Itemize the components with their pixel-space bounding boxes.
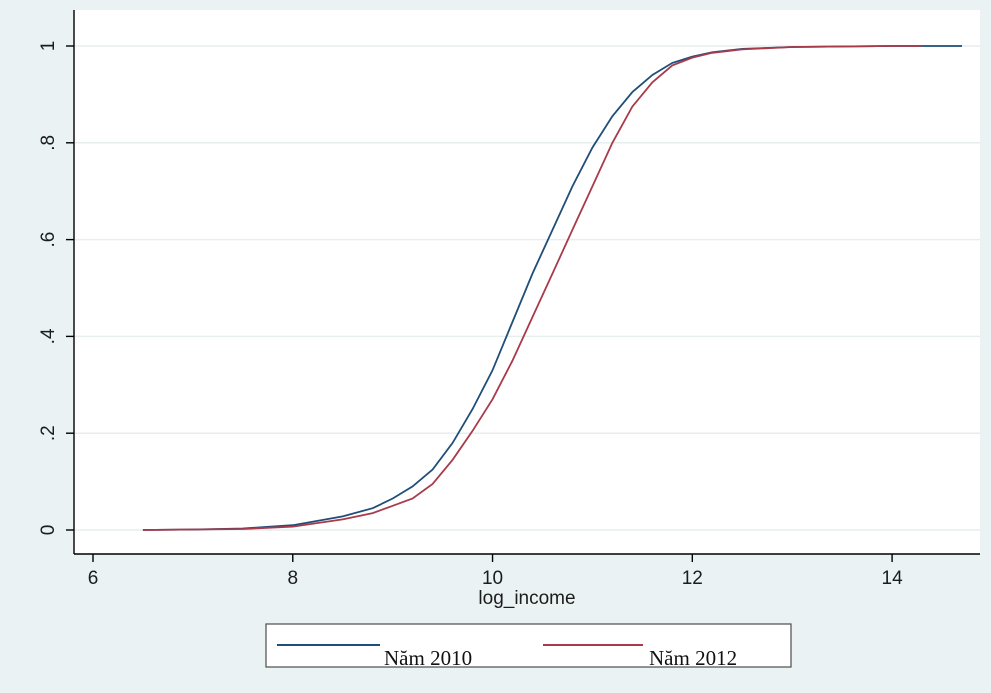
series-layer <box>142 45 962 531</box>
legend-label-2: Năm 2012 <box>649 646 737 670</box>
x-tick-label: 12 <box>682 568 703 589</box>
y-tick-label: 0 <box>38 525 59 536</box>
gridlines <box>74 45 980 531</box>
x-tick-label: 14 <box>882 568 904 589</box>
series-line-2 <box>142 45 922 531</box>
y-tick-label: .6 <box>38 232 59 248</box>
axes <box>66 10 980 562</box>
x-axis-title: log_income <box>478 588 575 609</box>
tick-labels: 0 .2 .4 .6 .8 1 6 8 10 12 14 <box>38 41 903 589</box>
legend: Năm 2010 Năm 2012 <box>265 623 792 670</box>
legend-label-1: Năm 2010 <box>384 646 472 670</box>
plot-area <box>74 10 980 554</box>
y-tick-label: .4 <box>38 328 59 344</box>
x-tick-label: 8 <box>287 568 298 589</box>
y-tick-label: .8 <box>38 135 59 151</box>
x-tick-label: 10 <box>482 568 503 589</box>
x-tick-label: 6 <box>88 568 99 589</box>
y-tick-label: .2 <box>38 425 59 441</box>
y-tick-label: 1 <box>38 41 59 52</box>
